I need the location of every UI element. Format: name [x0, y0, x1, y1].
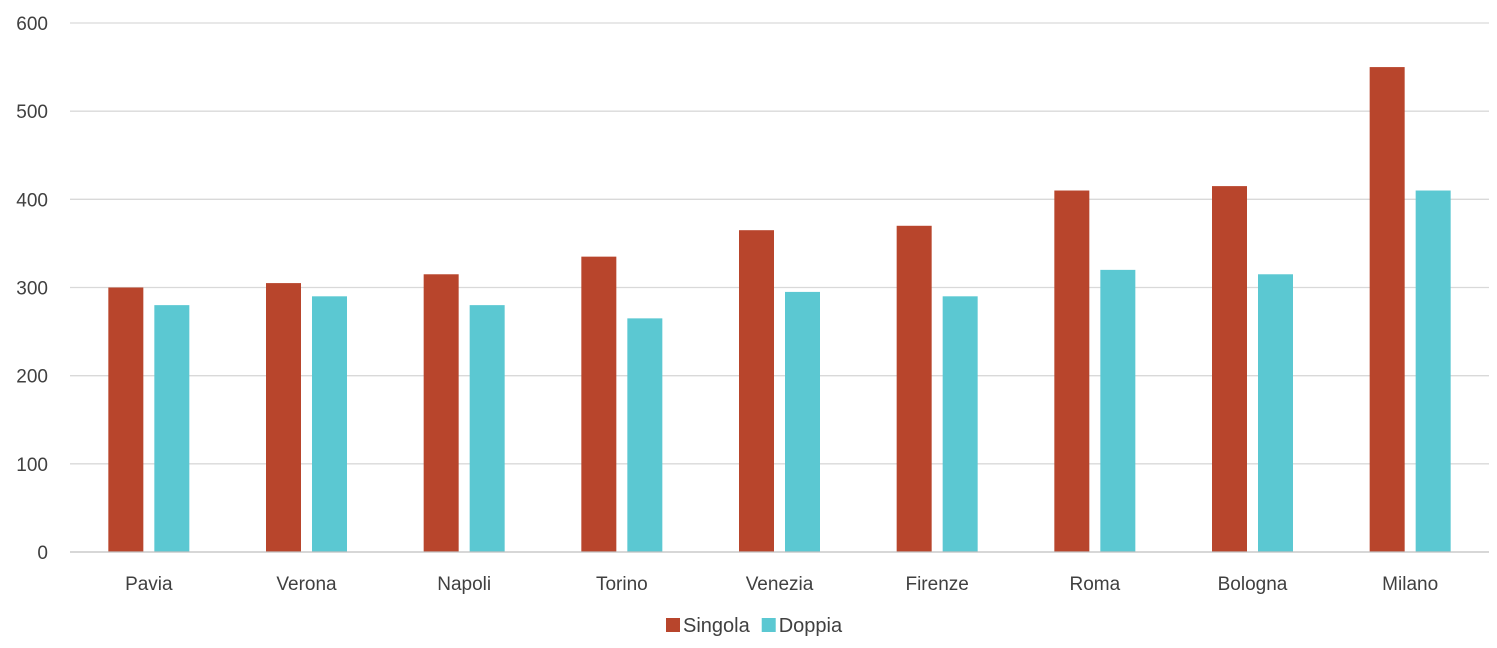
bar-doppia-napoli [469, 305, 505, 552]
y-tick-label: 100 [16, 455, 48, 476]
x-category-label: Pavia [125, 574, 173, 595]
y-tick-label: 400 [16, 190, 48, 211]
bar-singola-verona [266, 283, 301, 552]
y-tick-label: 600 [16, 14, 48, 35]
bar-doppia-verona [312, 296, 347, 552]
legend-label-doppia: Doppia [779, 615, 843, 637]
x-category-label: Milano [1382, 574, 1438, 595]
bar-doppia-firenze [942, 296, 978, 552]
x-category-label: Firenze [905, 574, 968, 595]
bar-doppia-venezia [785, 291, 820, 552]
bar-singola-bologna [1212, 186, 1247, 552]
bar-singola-pavia [108, 287, 144, 552]
bar-singola-venezia [739, 230, 774, 553]
x-category-label: Torino [596, 574, 648, 595]
x-category-label: Napoli [437, 574, 491, 595]
y-axis-tick-labels: 0 100 200 300 400 500 600 [16, 14, 48, 564]
x-category-label: Verona [276, 574, 337, 595]
legend: Singola Doppia [666, 615, 843, 637]
legend-label-singola: Singola [683, 615, 751, 637]
y-tick-label: 500 [16, 102, 48, 123]
bar-doppia-pavia [154, 305, 190, 552]
x-category-label: Bologna [1218, 574, 1288, 595]
y-tick-label: 200 [16, 367, 48, 388]
bar-singola-milano [1369, 67, 1405, 552]
y-tick-label: 0 [37, 543, 48, 564]
bar-singola-roma [1054, 190, 1090, 552]
y-tick-label: 300 [16, 279, 48, 300]
bars [108, 67, 1451, 553]
bar-singola-torino [581, 256, 617, 552]
gridlines [70, 22, 1489, 465]
x-category-label: Venezia [746, 574, 814, 595]
bar-doppia-bologna [1258, 274, 1293, 552]
bar-singola-napoli [423, 274, 459, 552]
bar-doppia-torino [627, 318, 663, 552]
x-axis-category-labels: Pavia Verona Napoli Torino Venezia Firenze Rom… [125, 574, 1438, 595]
bar-doppia-milano [1415, 190, 1451, 552]
legend-swatch-doppia [761, 618, 776, 632]
bar-singola-firenze [896, 225, 932, 553]
x-category-label: Roma [1069, 574, 1120, 595]
bar-doppia-roma [1100, 269, 1136, 552]
legend-swatch-singola [666, 618, 680, 632]
